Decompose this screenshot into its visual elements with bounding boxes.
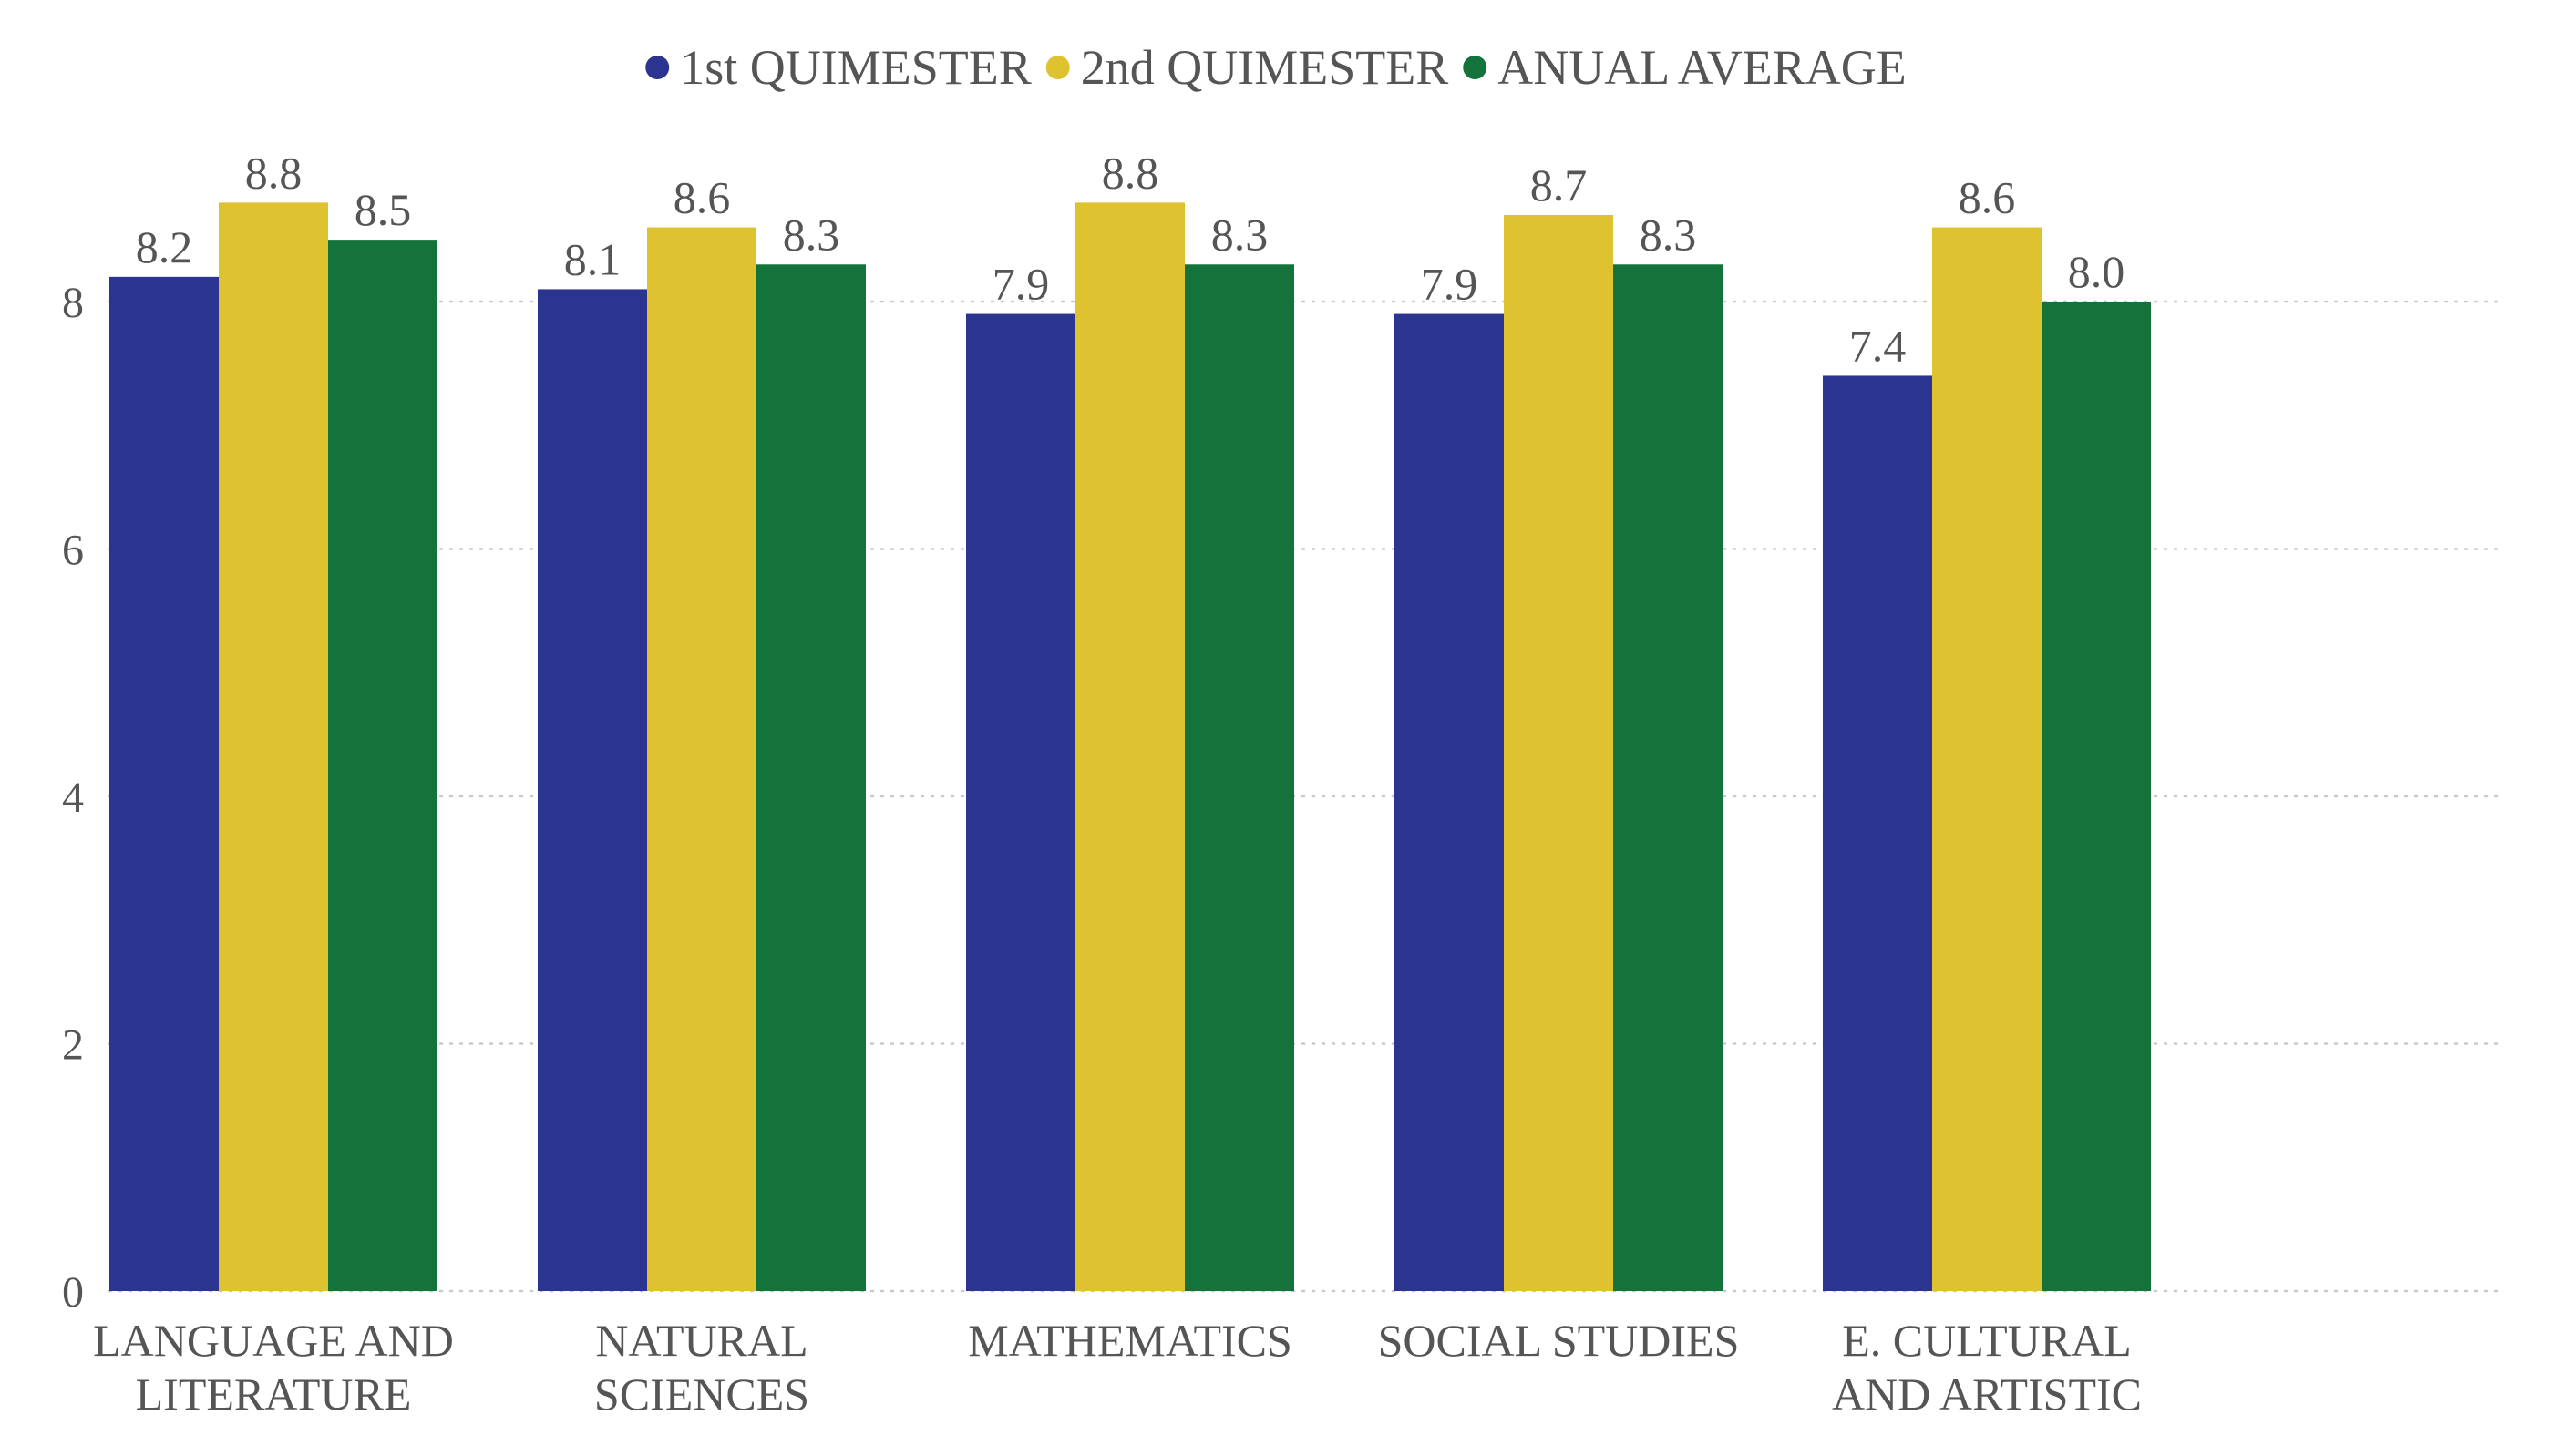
x-tick-label: LITERATURE [136, 1369, 412, 1420]
x-tick-label: LANGUAGE AND [93, 1315, 454, 1366]
y-tick-label: 8 [62, 279, 84, 327]
bar [1185, 264, 1294, 1291]
data-label: 8.2 [136, 221, 193, 272]
data-label: 8.0 [2068, 246, 2125, 297]
data-label: 8.8 [1102, 147, 1159, 198]
legend-marker [1045, 56, 1070, 79]
bars [109, 202, 2151, 1292]
y-tick-label: 6 [62, 527, 84, 575]
legend-label: 2nd QUIMESTER [1081, 40, 1449, 95]
bar [756, 264, 866, 1291]
legend: 1st QUIMESTER 2nd QUIMESTER ANUAL AVERAGE [645, 40, 1907, 95]
bar [1613, 264, 1723, 1291]
data-label: 8.7 [1530, 159, 1588, 210]
x-tick-label: SCIENCES [594, 1369, 809, 1420]
y-tick-label: 0 [62, 1268, 84, 1317]
bar [1394, 313, 1504, 1292]
data-labels: 8.2 8.8 8.5 8.1 8.6 8.3 7.9 8.8 8.3 7.9 8.7 8.3 7.4 8… [136, 147, 2125, 371]
data-label: 7.4 [1849, 320, 1907, 371]
legend-marker [645, 56, 670, 79]
data-label: 8.5 [355, 184, 412, 235]
bar [1504, 214, 1613, 1292]
y-tick-label: 2 [62, 1021, 84, 1070]
bar [219, 202, 328, 1291]
bar [647, 227, 756, 1291]
data-label: 8.1 [564, 233, 622, 284]
x-tick-label: SOCIAL STUDIES [1378, 1315, 1740, 1366]
bar [538, 289, 647, 1291]
data-label: 7.9 [1421, 259, 1478, 310]
bar [1932, 227, 2042, 1291]
legend-label: ANUAL AVERAGE [1497, 40, 1907, 95]
bar [966, 313, 1075, 1292]
x-tick-label: E. CULTURAL [1842, 1315, 2132, 1366]
data-label: 8.3 [783, 209, 840, 260]
bar [1075, 202, 1185, 1291]
bar [2042, 302, 2151, 1291]
bar [328, 240, 437, 1291]
data-label: 8.6 [674, 172, 731, 223]
x-tick-label: AND ARTISTIC [1832, 1369, 2142, 1420]
bar [109, 276, 219, 1292]
bar [1823, 375, 1932, 1291]
data-label: 8.3 [1640, 209, 1697, 260]
data-label: 8.3 [1211, 209, 1269, 260]
legend-marker [1463, 56, 1487, 79]
y-tick-label: 4 [62, 774, 84, 822]
y-axis-ticks: 0 2 4 6 8 [62, 279, 84, 1317]
x-tick-label: MATHEMATICS [968, 1315, 1292, 1366]
data-label: 8.8 [245, 147, 303, 198]
legend-label: 1st QUIMESTER [680, 40, 1032, 95]
data-label: 7.9 [993, 259, 1050, 310]
x-tick-label: NATURAL [595, 1315, 807, 1366]
data-label: 8.6 [1959, 172, 2016, 223]
